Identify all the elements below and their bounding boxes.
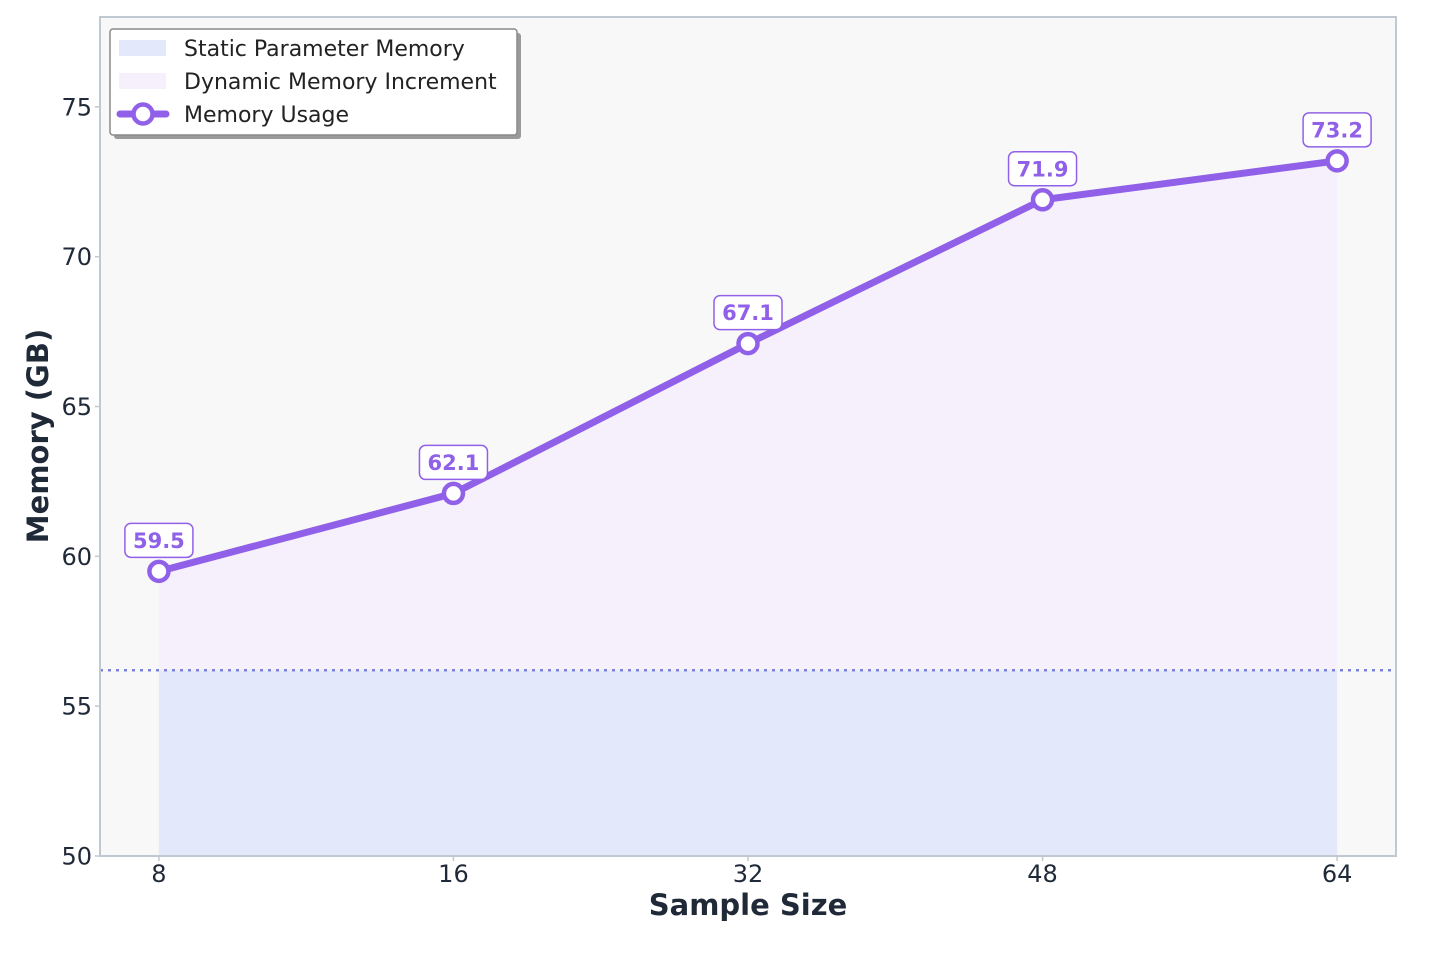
legend-label: Static Parameter Memory [184, 37, 465, 62]
y-tick-label: 70 [61, 243, 92, 271]
data-label: 67.1 [722, 301, 774, 325]
data-label-group: 59.5 [124, 522, 194, 559]
legend-swatch [119, 40, 166, 56]
data-label-group: 67.1 [713, 294, 783, 331]
data-label-box [418, 444, 489, 481]
y-axis: 50 55 60 65 70 75 [61, 93, 100, 871]
data-label-box [1007, 151, 1078, 187]
x-tick-label: 16 [438, 860, 469, 888]
data-label-box [124, 522, 194, 559]
data-label-group: 62.1 [418, 444, 489, 481]
data-label-box [713, 294, 783, 331]
x-axis: 8 16 32 48 64 [151, 856, 1352, 888]
y-tick-label: 55 [61, 693, 92, 721]
memory-usage-point [736, 331, 760, 356]
y-tick-label: 60 [61, 543, 92, 571]
legend: Static Parameter Memory Dynamic Memory In… [109, 28, 521, 139]
y-tick-label: 65 [61, 393, 92, 421]
data-label-group: 71.9 [1007, 151, 1078, 187]
x-tick-label: 8 [151, 860, 166, 888]
memory-usage-point [1030, 188, 1055, 212]
series-markers [147, 149, 1349, 584]
y-tick-label: 75 [61, 93, 92, 121]
x-tick-label: 32 [733, 860, 764, 888]
legend-swatch [119, 73, 166, 89]
x-tick-label: 48 [1027, 860, 1058, 888]
data-label: 59.5 [133, 529, 185, 553]
data-label: 62.1 [428, 451, 480, 475]
legend-box [109, 28, 518, 136]
area-fills [158, 160, 1338, 856]
static-parameter-memory-area [158, 670, 1338, 856]
memory-usage-point [441, 481, 466, 506]
data-label-box [1302, 112, 1372, 148]
memory-usage-point [147, 559, 171, 584]
memory-usage-point [1325, 149, 1349, 173]
x-tick-label: 64 [1322, 860, 1353, 888]
y-tick-label: 50 [61, 843, 92, 871]
legend-label: Memory Usage [184, 103, 349, 128]
data-label-group: 73.2 [1302, 112, 1372, 148]
data-label: 73.2 [1311, 118, 1363, 142]
x-axis-title: Sample Size [649, 888, 848, 922]
legend-label: Dynamic Memory Increment [184, 70, 497, 95]
legend-marker [131, 102, 155, 126]
data-labels: 59.5 62.1 67.1 71.9 73.2 [124, 112, 1372, 559]
data-label: 71.9 [1017, 157, 1069, 181]
y-axis-title: Memory (GB) [21, 329, 55, 543]
dynamic-memory-increment-area [158, 160, 1338, 671]
